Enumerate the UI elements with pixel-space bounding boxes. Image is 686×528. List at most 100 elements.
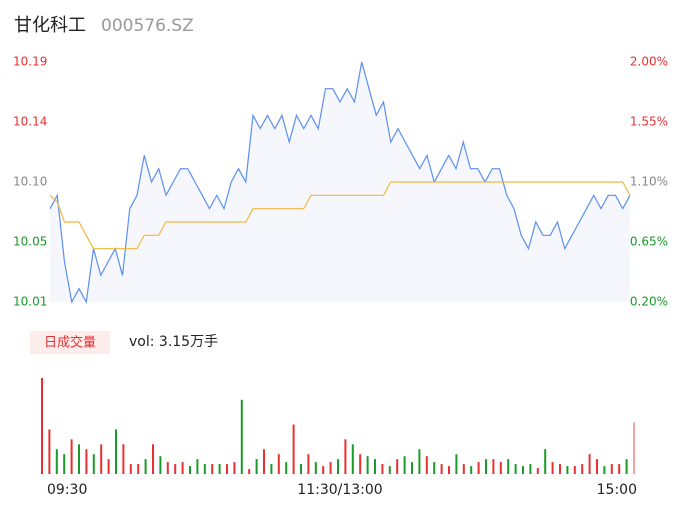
volume-bar (344, 439, 347, 474)
volume-bar (226, 464, 228, 474)
average-line (49, 181, 631, 250)
volume-bar (314, 462, 317, 474)
volume-bar (41, 377, 43, 474)
volume-bar (263, 449, 265, 474)
volume-bar (596, 459, 598, 474)
volume-bar (270, 464, 273, 474)
volume-bar (381, 464, 384, 474)
volume-button-label[interactable]: 日成交量 (44, 335, 96, 351)
y-tick-label: 10.01 (13, 295, 47, 309)
volume-bar (559, 464, 561, 474)
y2-tick-label: 2.00% (630, 55, 668, 69)
volume-bar (329, 462, 332, 474)
volume-button[interactable] (30, 331, 110, 354)
x-tick-label: 09:30 (47, 482, 87, 498)
volume-bar (536, 468, 539, 474)
volume-bar (78, 444, 80, 474)
y2-tick-label: 0.20% (630, 295, 668, 309)
volume-bar (588, 454, 591, 474)
volume-bar (507, 459, 510, 474)
volume-bar (610, 464, 613, 474)
volume-bar (211, 464, 214, 474)
volume-bar (522, 466, 524, 474)
volume-bar (573, 466, 576, 474)
volume-bar (203, 464, 206, 474)
y-tick-label: 10.05 (13, 235, 47, 249)
volume-bar (92, 454, 95, 474)
y-tick-label: 10.10 (13, 175, 47, 189)
volume-bar (388, 466, 391, 474)
x-tick-label: 11:30/13:00 (297, 482, 382, 498)
volume-bar (63, 454, 66, 474)
y2-tick-label: 1.10% (630, 175, 668, 189)
volume-bar (618, 464, 621, 474)
volume-bar (322, 466, 325, 474)
volume-bar (277, 454, 280, 474)
volume-bar (115, 429, 117, 474)
volume-bar (396, 459, 399, 474)
volume-bar (425, 456, 428, 474)
volume-bar (337, 459, 339, 474)
volume-bar (137, 464, 140, 474)
volume-bar (292, 424, 295, 474)
volume-bar (551, 462, 554, 474)
volume-bar (366, 456, 369, 474)
volume-bar (351, 444, 354, 474)
volume-bar (418, 449, 421, 474)
volume-bar (196, 459, 199, 474)
volume-bar (255, 459, 258, 474)
volume-bar (233, 462, 236, 474)
volume-bar (189, 466, 191, 474)
volume-bar (285, 462, 288, 474)
volume-bar (359, 454, 362, 474)
volume-bar (240, 399, 243, 474)
volume-bar (152, 444, 154, 474)
y-tick-label: 10.14 (13, 115, 47, 129)
price-area (50, 62, 630, 302)
volume-bar (107, 459, 110, 474)
y2-tick-label: 1.55% (630, 115, 668, 129)
volume-bar (544, 449, 547, 474)
stock-code: 000576.SZ (101, 16, 194, 36)
volume-bar (48, 429, 51, 474)
volume-bar (100, 444, 103, 474)
volume-bar (433, 462, 436, 474)
volume-bar (122, 444, 125, 474)
volume-bar (403, 456, 406, 474)
volume-bar (440, 464, 443, 474)
volume-bar (448, 466, 450, 474)
volume-bar (70, 439, 73, 474)
volume-bar (144, 459, 147, 474)
volume-bar (411, 462, 413, 474)
volume-bar (300, 464, 302, 474)
volume-bar (566, 466, 569, 474)
y2-tick-label: 0.65% (630, 235, 668, 249)
volume-bar (174, 464, 177, 474)
volume-bar (514, 464, 517, 474)
price-line (49, 61, 631, 304)
volume-summary: vol: 3.15万手 (129, 334, 218, 350)
volume-bar (129, 464, 132, 474)
volume-bar (529, 464, 532, 474)
volume-bar (166, 462, 169, 474)
volume-bar (485, 459, 487, 474)
volume-bar (55, 449, 58, 474)
volume-bar (470, 466, 473, 474)
volume-bar (159, 456, 162, 474)
volume-bar (633, 422, 635, 474)
stock-name: 甘化科工 (14, 15, 86, 36)
volume-bar (603, 466, 606, 474)
volume-bar (85, 449, 88, 474)
y-tick-label: 10.19 (13, 55, 47, 69)
volume-bar (477, 462, 480, 474)
volume-bar (625, 459, 628, 474)
volume-bar (492, 459, 495, 474)
volume-bar (181, 462, 184, 474)
volume-bar (307, 454, 310, 474)
volume-bar (455, 454, 458, 474)
volume-bar (248, 469, 251, 474)
x-tick-label: 15:00 (597, 482, 637, 498)
volume-bar (374, 459, 376, 474)
